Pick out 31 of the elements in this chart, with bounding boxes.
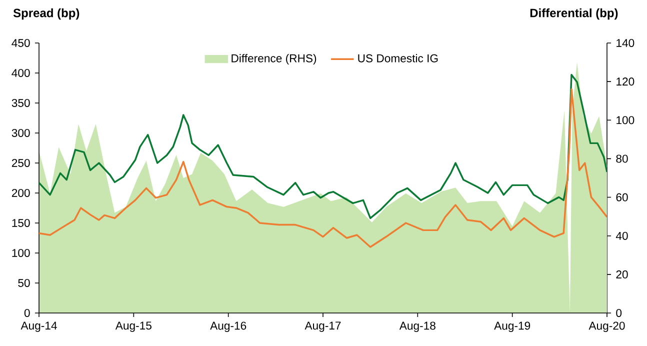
y2-tick-label: 100 bbox=[616, 116, 634, 124]
y-tick-label: 400 bbox=[12, 68, 30, 77]
legend-label: US Domestic IG bbox=[358, 54, 438, 62]
y-tick-label: 150 bbox=[12, 218, 30, 227]
y-tick-label: 250 bbox=[12, 158, 30, 167]
y-axis-title: Spread (bp) bbox=[13, 8, 80, 20]
x-tick-label: Aug-18 bbox=[399, 322, 436, 332]
x-tick-label: Aug-19 bbox=[494, 322, 530, 332]
legend-label: Difference (RHS) bbox=[232, 54, 316, 65]
y-tick-label: 0 bbox=[24, 308, 30, 317]
y2-tick-label: 140 bbox=[616, 38, 634, 47]
line-series bbox=[39, 88, 607, 248]
y2-tick-label: 20 bbox=[616, 270, 628, 278]
y-tick-label: 300 bbox=[12, 128, 30, 137]
y2-tick-label: 0 bbox=[616, 308, 622, 317]
y2-tick-label: 40 bbox=[616, 232, 628, 240]
y2-tick-label: 80 bbox=[616, 154, 628, 163]
x-tick-label: Aug-20 bbox=[588, 322, 625, 332]
y-tick-label: 50 bbox=[18, 278, 30, 287]
y2-tick-label: 60 bbox=[616, 193, 628, 202]
y2-tick-label: 120 bbox=[616, 78, 634, 86]
x-tick-label: Aug-15 bbox=[115, 322, 152, 332]
y-tick-label: 200 bbox=[12, 188, 30, 197]
x-tick-label: Aug-17 bbox=[304, 322, 341, 332]
y-tick-label: 450 bbox=[12, 38, 30, 47]
y-tick-label: 350 bbox=[12, 98, 30, 107]
y-tick-label: 100 bbox=[12, 248, 30, 257]
y2-axis-title: Differential (bp) bbox=[530, 8, 618, 20]
line-series bbox=[39, 74, 607, 220]
x-tick-label: Aug-16 bbox=[210, 322, 246, 332]
x-tick-label: Aug-14 bbox=[20, 322, 57, 332]
